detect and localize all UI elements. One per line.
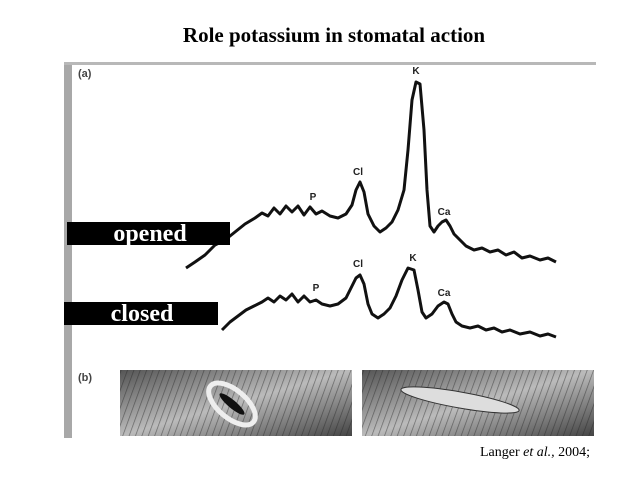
stoma-closed bbox=[400, 386, 520, 414]
spectrum-opened bbox=[185, 80, 557, 270]
panel-label: (a) bbox=[78, 68, 92, 80]
citation: Langer et al., 2004; bbox=[480, 445, 590, 460]
slide-title: Role potassium in stomatal action bbox=[183, 23, 485, 47]
spectrum-label: opened bbox=[113, 221, 187, 247]
peak-label: Cl bbox=[353, 167, 363, 178]
peak-label: P bbox=[310, 192, 317, 203]
citation-year: 2004; bbox=[558, 445, 590, 460]
peak-label: Ca bbox=[438, 288, 451, 299]
peak-label: K bbox=[412, 66, 420, 77]
peak-label: Cl bbox=[353, 259, 363, 270]
stoma-pore bbox=[219, 393, 245, 415]
figure-border bbox=[64, 62, 596, 65]
stoma-opened bbox=[206, 380, 258, 428]
spectrum-closed bbox=[220, 266, 557, 339]
citation-author: Langer bbox=[480, 445, 520, 460]
panel-label: (b) bbox=[78, 372, 92, 384]
peak-label: P bbox=[313, 283, 320, 294]
peak-label: Ca bbox=[438, 207, 451, 218]
label-box bbox=[64, 302, 218, 325]
figure-border bbox=[64, 62, 72, 438]
citation-etal: et al., bbox=[523, 445, 555, 460]
label-box bbox=[67, 222, 230, 245]
peak-label: K bbox=[409, 253, 417, 264]
spectrum-label: closed bbox=[111, 301, 174, 327]
